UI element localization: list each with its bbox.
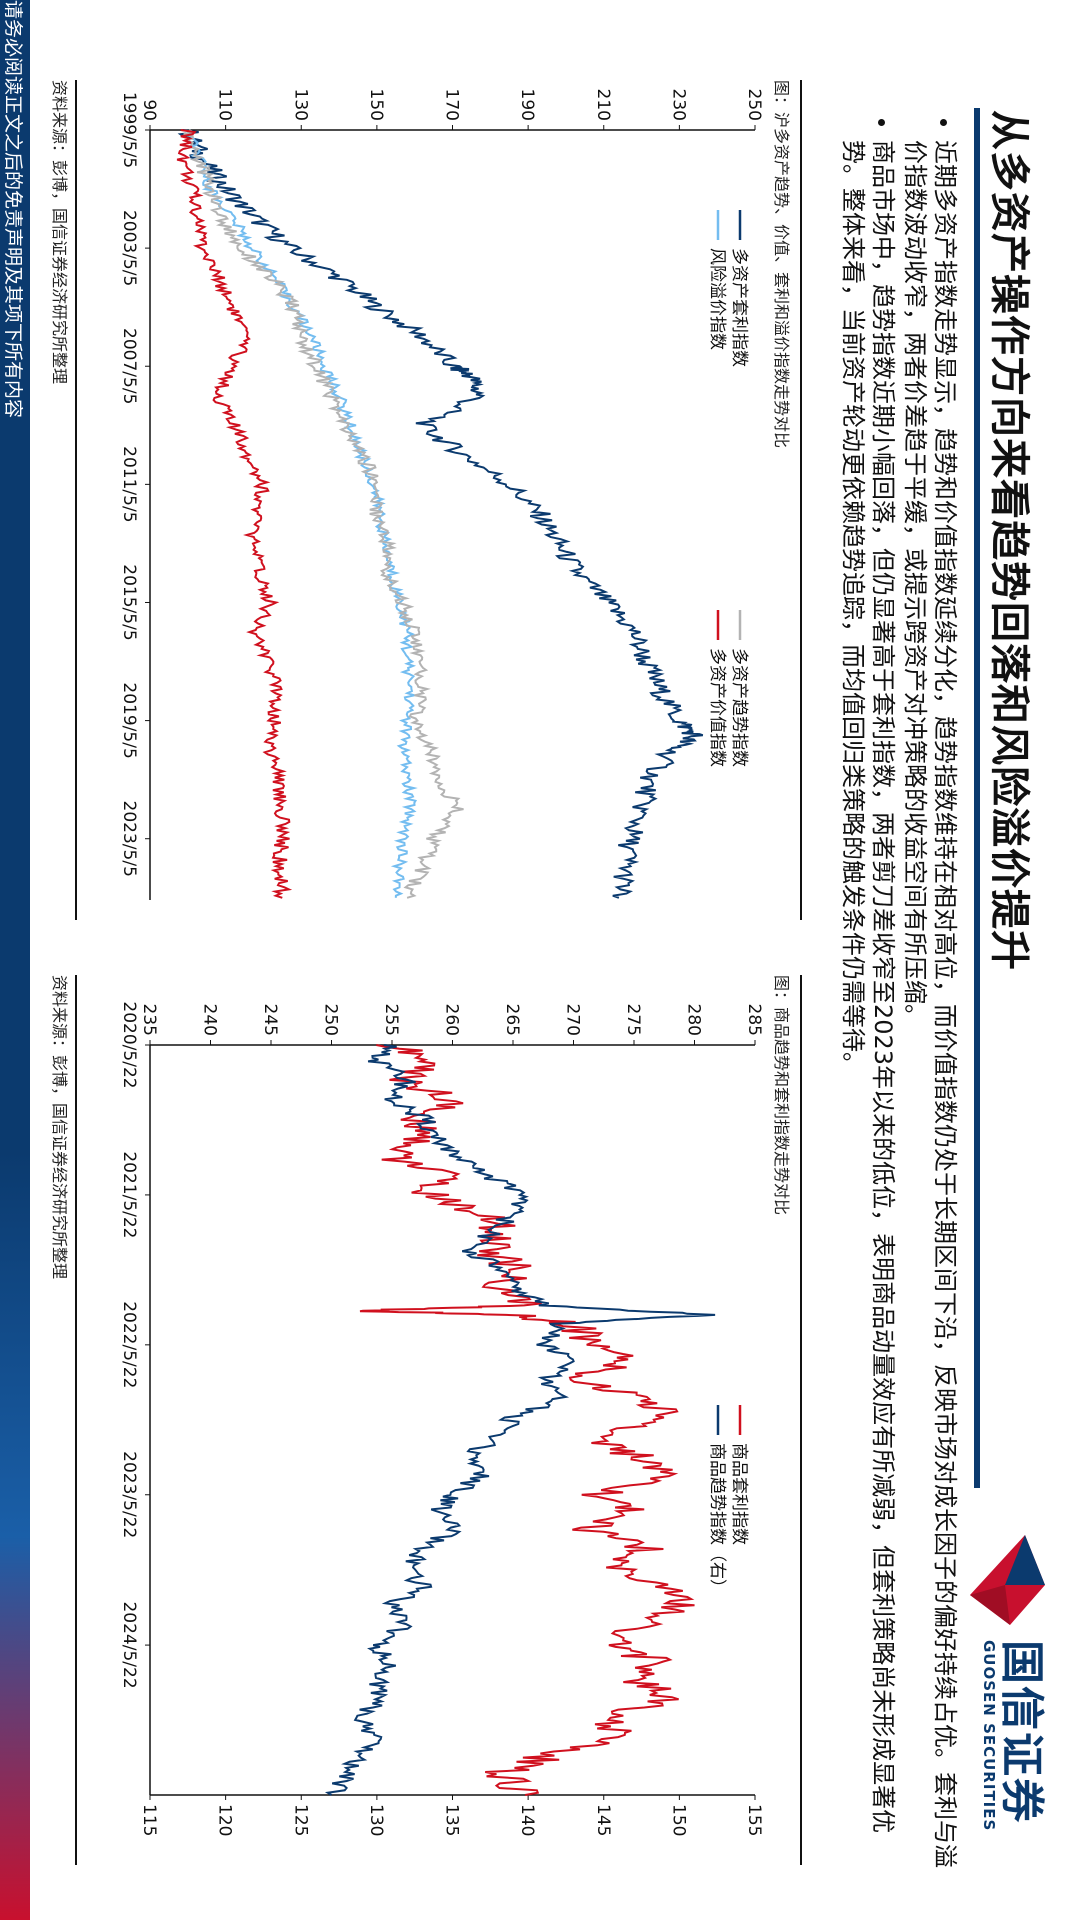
- chart-2-x-tick-label: 2022/5/22: [119, 1301, 139, 1388]
- chart-1-x-tick-label: 1999/5/5: [119, 92, 139, 168]
- chart-1-legend-label: 多资产价值指数: [707, 648, 727, 767]
- chart-1-legend-label: 多资产套利指数: [729, 248, 749, 367]
- chart-1-series-line: [183, 129, 464, 899]
- chart-1-y-tick-label: 150: [366, 89, 386, 121]
- chart-2-left-tick-label: 285: [744, 1004, 764, 1036]
- chart-1-y-tick-label: 170: [442, 89, 462, 121]
- chart-1-series-line: [177, 129, 704, 899]
- chart-2-left-tick-label: 280: [684, 1004, 704, 1036]
- chart-2-left-tick-label: 240: [200, 1004, 220, 1036]
- chart-2-left-tick-label: 270: [563, 1004, 583, 1036]
- chart-2-x-tick-label: 2020/5/22: [119, 1001, 139, 1088]
- chart-2-commodity-indices: 235 240 245 250 255 260 265 270 275 280 285 115 120 1…: [119, 1001, 764, 1836]
- chart-1-x-tick-label: 2011/5/5: [119, 446, 139, 522]
- chart-1-y-tick-label: 210: [593, 89, 613, 121]
- chart-1-source: 资料来源：彭博，国信证券经济研究所整理: [50, 80, 69, 385]
- chart-1-x-tick-label: 2007/5/5: [119, 328, 139, 404]
- bullet-item: 商品市场中，趋势指数近期小幅回落，但仍显著高于套利指数，两者剪刀差收窄至2023…: [838, 140, 898, 1880]
- title-underline: [974, 108, 980, 1488]
- bullet-list: 近期多资产指数走势显示，趋势和价值指数延续分化，趋势指数维持在相对高位，而价值指…: [836, 110, 960, 1880]
- chart-2-series-line: [359, 1044, 695, 1796]
- chart-1-bottom-rule: [75, 80, 77, 920]
- chart-2-right-tick-label: 135: [442, 1804, 462, 1836]
- chart-2-right-tick-label: 150: [668, 1804, 688, 1836]
- chart-2-legend-label: 商品套利指数: [729, 1443, 749, 1545]
- chart-2-left-tick-label: 260: [442, 1004, 462, 1036]
- chart-2-top-rule: [800, 975, 802, 1865]
- chart-1-y-tick-label: 250: [744, 89, 764, 121]
- chart-1-x-tick-label: 2015/5/5: [119, 564, 139, 640]
- chart-1-legend-label: 风险溢价指数: [707, 248, 727, 350]
- chart-1-y-tick-label: 110: [215, 89, 235, 121]
- footer-disclaimer: 请务必阅读正文之后的免责声明及其项下所有内容: [2, 0, 24, 419]
- chart-2-right-tick-label: 155: [744, 1804, 764, 1836]
- chart-2-x-tick-label: 2024/5/22: [119, 1601, 139, 1688]
- chart-1-series-line: [183, 129, 418, 898]
- chart-2-bottom-rule: [75, 975, 77, 1865]
- guosen-logo-icon: [970, 1535, 1045, 1625]
- logo-chinese-name: 国信证券: [996, 1640, 1047, 1824]
- logo-english-name: GUOSEN SECURITIES: [980, 1640, 998, 1832]
- chart-1-x-tick-label: 2023/5/5: [119, 801, 139, 877]
- chart-1-series-line: [176, 129, 293, 899]
- chart-2-left-tick-label: 250: [321, 1004, 341, 1036]
- chart-1-y-tick-label: 130: [290, 89, 310, 121]
- bullet-item: 近期多资产指数走势显示，趋势和价值指数延续分化，趋势指数维持在相对高位，而价值指…: [900, 140, 960, 1880]
- chart-2-x-tick-label: 2023/5/22: [119, 1451, 139, 1538]
- chart-1-multi-asset-indices: 90 110 130 150 170 190 210 230 250 1999/5/5 2003/5…: [119, 89, 764, 900]
- chart-2-x-tick-label: 2021/5/22: [119, 1151, 139, 1238]
- chart-2-series-line: [324, 1044, 716, 1796]
- chart-1-x-tick-label: 2003/5/5: [119, 210, 139, 286]
- chart-2-left-tick-label: 255: [381, 1004, 401, 1036]
- chart-1-y-tick-label: 230: [668, 89, 688, 121]
- chart-2-right-tick-label: 125: [290, 1804, 310, 1836]
- chart-2-left-tick-label: 275: [623, 1004, 643, 1036]
- chart-2-right-tick-label: 140: [517, 1804, 537, 1836]
- chart-1-legend-label: 多资产趋势指数: [729, 648, 749, 767]
- page-title: 从多资产操作方向来看趋势回落和风险溢价提升: [986, 110, 1032, 971]
- chart-1-top-rule: [800, 80, 802, 920]
- chart-2-right-tick-label: 120: [215, 1804, 235, 1836]
- chart-2-right-tick-label: 130: [366, 1804, 386, 1836]
- chart-1-y-tick-label: 190: [517, 89, 537, 121]
- chart-2-left-tick-label: 265: [502, 1004, 522, 1036]
- chart-1-x-tick-label: 2019/5/5: [119, 682, 139, 758]
- chart-2-left-tick-label: 245: [260, 1004, 280, 1036]
- chart-2-left-tick-label: 235: [139, 1004, 159, 1036]
- chart-2-right-tick-label: 115: [139, 1804, 159, 1836]
- chart-2-legend-label: 商品趋势指数（右）: [707, 1443, 727, 1596]
- chart-1-y-tick-label: 90: [139, 99, 159, 121]
- chart-2-source: 资料来源：彭博，国信证券经济研究所整理: [50, 975, 69, 1280]
- chart-2-right-tick-label: 145: [593, 1804, 613, 1836]
